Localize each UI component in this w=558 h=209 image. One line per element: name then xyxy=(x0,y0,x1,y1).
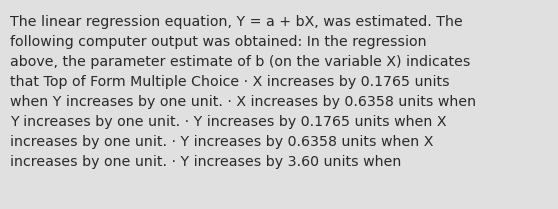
Text: The linear regression equation, Y = a + bX, was estimated. The
following compute: The linear regression equation, Y = a + … xyxy=(10,15,476,169)
